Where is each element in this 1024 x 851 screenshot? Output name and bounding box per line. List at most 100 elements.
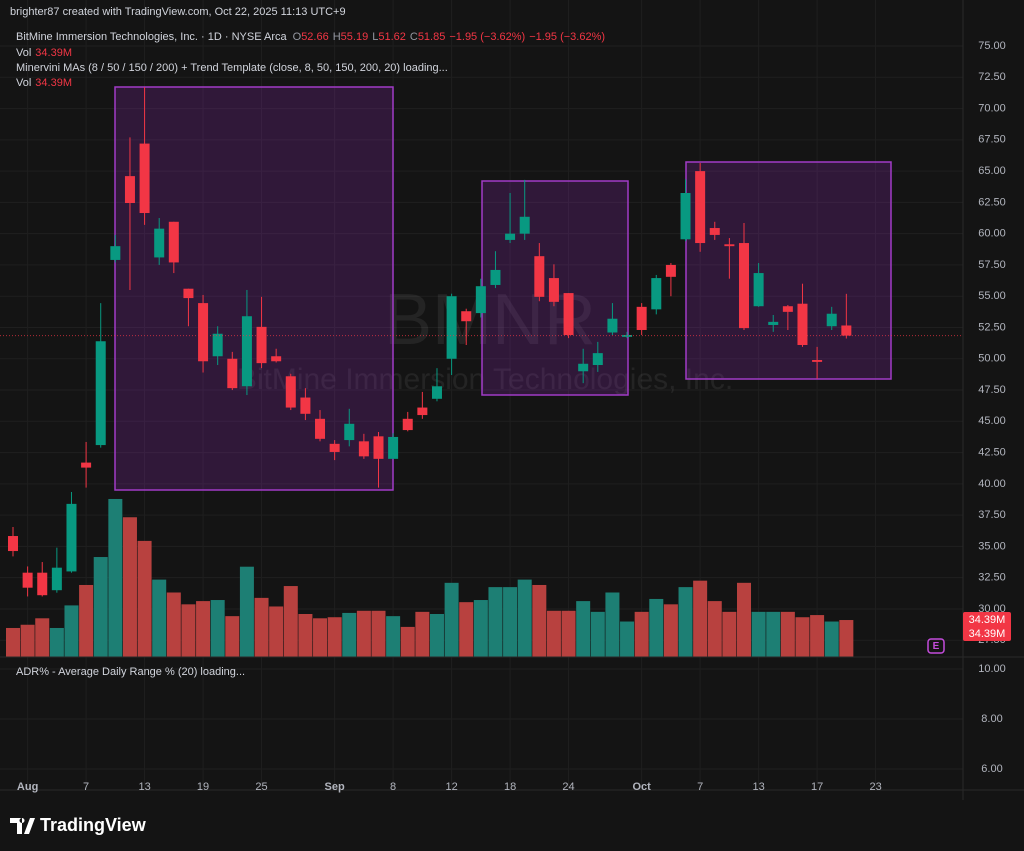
candle-body xyxy=(402,418,413,431)
vol-value: 34.39M xyxy=(35,47,72,59)
candle-body xyxy=(285,376,296,408)
candle-body xyxy=(241,316,252,387)
volume-bar xyxy=(707,601,722,657)
x-tick-label: 13 xyxy=(752,781,764,793)
volume-bar xyxy=(517,579,532,657)
volume-bar xyxy=(181,604,196,657)
y-tick-label: 50.00 xyxy=(978,353,1006,365)
volume-bar xyxy=(488,587,503,657)
candle-body xyxy=(446,296,457,359)
vol-label: Vol xyxy=(16,77,31,89)
x-tick-label: Aug xyxy=(17,781,38,793)
candle-body xyxy=(95,341,106,446)
volume-bar xyxy=(429,614,444,657)
y-tick-label: 32.50 xyxy=(978,572,1006,584)
volume-bar xyxy=(693,580,708,657)
y-tick-label: 40.00 xyxy=(978,478,1006,490)
y-tick-label: 35.00 xyxy=(978,540,1006,552)
volume-bar xyxy=(532,584,547,657)
candle-body xyxy=(8,536,18,552)
vol-legend: Vol 34.39M xyxy=(16,77,72,89)
candle-body xyxy=(768,321,779,325)
volume-bar xyxy=(663,604,678,657)
candle-body xyxy=(505,233,516,240)
volume-bar xyxy=(605,592,620,657)
candle-body xyxy=(329,443,340,452)
candle-body xyxy=(417,407,428,416)
volume-bar xyxy=(79,584,94,657)
candle-body xyxy=(212,333,223,357)
y-tick-label: 37.50 xyxy=(978,509,1006,521)
y-tick-label: 55.00 xyxy=(978,290,1006,302)
candle-body xyxy=(548,278,559,302)
candle-body xyxy=(66,503,77,572)
candle-body xyxy=(81,462,92,468)
y-tick-label: 67.50 xyxy=(978,134,1006,146)
adr-tick-label: 6.00 xyxy=(981,763,1002,775)
volume-bar xyxy=(649,598,664,657)
volume-bar xyxy=(225,616,240,657)
ohlc-value: 52.66 xyxy=(301,31,329,43)
candle-body xyxy=(227,358,238,389)
change: −1.95 (−3.62%) xyxy=(529,31,605,43)
x-tick-label: 7 xyxy=(697,781,703,793)
ohlc-label: C xyxy=(410,31,418,43)
y-tick-label: 65.00 xyxy=(978,165,1006,177)
ohlc-value: 55.19 xyxy=(341,31,369,43)
volume-bar xyxy=(824,621,839,657)
x-tick-label: Oct xyxy=(632,781,651,793)
volume-price-label-text: 34.39M xyxy=(969,614,1006,626)
ohlc-value: 51.85 xyxy=(418,31,446,43)
ohlc-label: O xyxy=(293,31,302,43)
watermark-name: BitMine Immersion Technologies, Inc. xyxy=(237,363,733,396)
volume-bar xyxy=(473,600,488,657)
candle-body xyxy=(22,572,33,588)
candle-body xyxy=(315,418,326,439)
candle-body xyxy=(724,244,735,247)
volume-bar xyxy=(459,602,474,657)
x-tick-label: 24 xyxy=(562,781,574,793)
earnings-marker-text[interactable]: E xyxy=(933,641,940,652)
x-tick-label: 7 xyxy=(83,781,89,793)
symbol-legend: BitMine Immersion Technologies, Inc. · 1… xyxy=(16,31,605,43)
candle-body xyxy=(709,228,720,235)
x-tick-label: 25 xyxy=(255,781,267,793)
candle-body xyxy=(841,325,852,336)
candle-body xyxy=(797,303,808,346)
vol-label: Vol xyxy=(16,47,31,59)
volume-bar xyxy=(415,611,430,657)
x-tick-label: Sep xyxy=(325,781,345,793)
brand-logo xyxy=(10,818,35,834)
watermark-symbol: BMNR xyxy=(384,280,596,360)
earnings-marker[interactable] xyxy=(927,638,945,654)
y-tick-label: 47.50 xyxy=(978,384,1006,396)
volume-bar xyxy=(766,611,781,657)
candle-body xyxy=(695,171,706,244)
volume-bar xyxy=(254,597,269,657)
volume-bar xyxy=(386,616,401,657)
y-tick-label: 45.00 xyxy=(978,415,1006,427)
credit: brighter87 created with TradingView.com,… xyxy=(10,6,346,18)
volume-bar xyxy=(371,610,386,657)
volume-bar xyxy=(342,612,357,657)
indicator-legend: Minervini MAs (8 / 50 / 150 / 200) + Tre… xyxy=(16,62,448,74)
candle-body xyxy=(139,143,150,214)
volume-bar xyxy=(590,611,605,657)
candle-body xyxy=(753,273,764,307)
volume-bar xyxy=(327,617,342,657)
vol-value: 34.39M xyxy=(35,77,72,89)
candle-body xyxy=(826,313,837,327)
volume-bar xyxy=(166,592,181,657)
candle-body xyxy=(271,356,282,362)
volume-price-label-text: 34.39M xyxy=(969,628,1006,640)
adr-tick-label: 8.00 xyxy=(981,713,1002,725)
x-tick-label: 19 xyxy=(197,781,209,793)
volume-bar xyxy=(737,582,751,657)
y-tick-label: 57.50 xyxy=(978,259,1006,271)
volume-bar xyxy=(722,611,737,657)
volume-bar xyxy=(6,627,20,657)
volume-bar xyxy=(576,601,591,657)
box-drawing xyxy=(114,86,394,491)
y-tick-label: 52.50 xyxy=(978,321,1006,333)
